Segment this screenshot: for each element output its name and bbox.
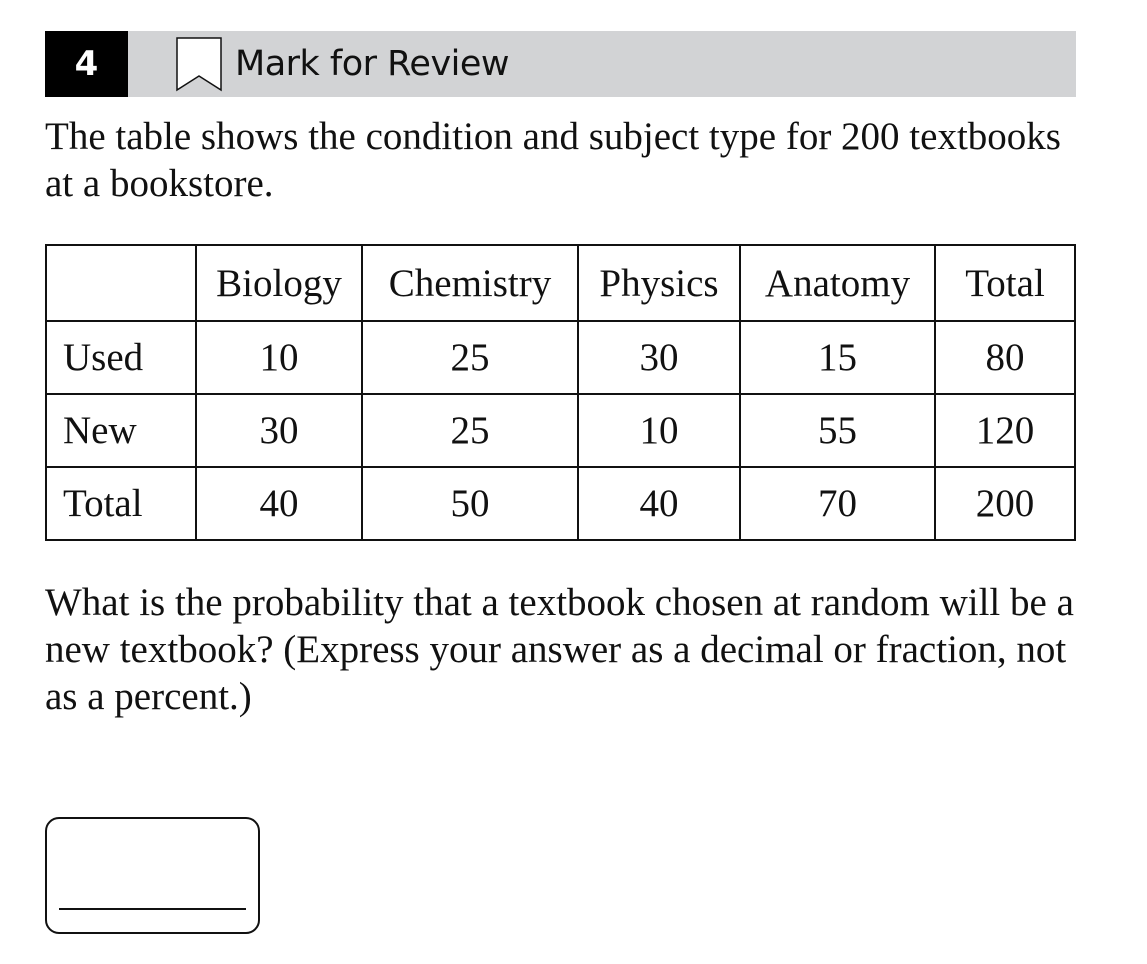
column-header: Physics	[577, 244, 741, 322]
answer-input[interactable]	[45, 817, 260, 934]
question-stem: The table shows the condition and subjec…	[45, 115, 1061, 205]
table-cell: 120	[934, 393, 1076, 468]
table-row: Used 10 25 30 15 80	[45, 320, 1076, 395]
column-header: Biology	[195, 244, 363, 322]
table-cell: 30	[577, 320, 741, 395]
table-header-row: Biology Chemistry Physics Anatomy Total	[45, 244, 1076, 322]
column-header: Chemistry	[361, 244, 579, 322]
bookmark-icon	[176, 37, 222, 92]
row-label: Used	[45, 320, 197, 395]
table-row: Total 40 50 40 70 200	[45, 466, 1076, 541]
question-header: 4 Mark for Review	[45, 31, 1076, 97]
table-cell: 25	[361, 320, 579, 395]
answer-underline	[59, 907, 246, 910]
table-cell: 200	[934, 466, 1076, 541]
table-cell: 30	[195, 393, 363, 468]
column-header: Anatomy	[739, 244, 936, 322]
table-cell: 40	[195, 466, 363, 541]
table-cell: 70	[739, 466, 936, 541]
table-cell: 25	[361, 393, 579, 468]
question-text: What is the probability that a textbook …	[45, 581, 1074, 718]
table-cell: 80	[934, 320, 1076, 395]
column-header: Total	[934, 244, 1076, 322]
table-cell: 55	[739, 393, 936, 468]
table-cell: 40	[577, 466, 741, 541]
table-cell: 10	[195, 320, 363, 395]
table-row: New 30 25 10 55 120	[45, 393, 1076, 468]
column-header	[45, 244, 197, 322]
mark-for-review-label: Mark for Review	[235, 44, 510, 84]
table-cell: 50	[361, 466, 579, 541]
table-cell: 10	[577, 393, 741, 468]
data-table: Biology Chemistry Physics Anatomy Total …	[45, 244, 1076, 541]
question-number: 4	[45, 31, 128, 97]
table-cell: 15	[739, 320, 936, 395]
row-label: New	[45, 393, 197, 468]
mark-for-review-button[interactable]: Mark for Review	[173, 31, 510, 97]
row-label: Total	[45, 466, 197, 541]
